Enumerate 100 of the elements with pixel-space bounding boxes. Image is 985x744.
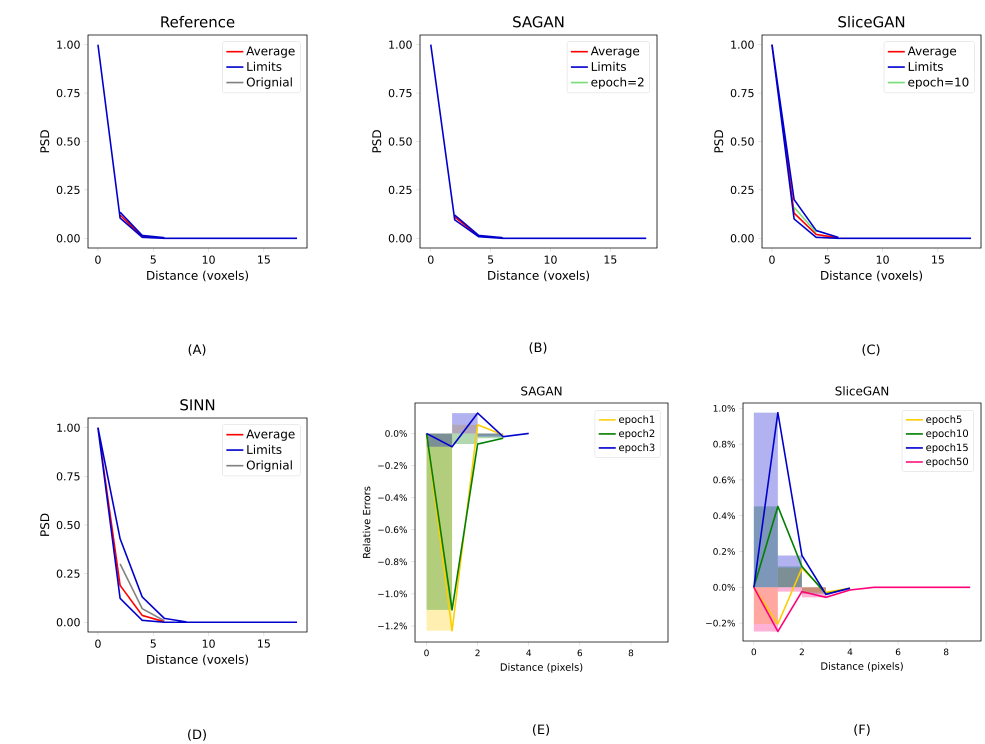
y-tick-label: 1.00: [731, 40, 754, 49]
y-tick-label: 0.75: [56, 88, 80, 98]
x-tick-label: 0: [95, 640, 101, 648]
x-tick-label: 6: [578, 650, 582, 656]
legend-label: Limits: [247, 444, 282, 454]
text: (E): [532, 724, 550, 736]
chart-title: SAGAN: [513, 16, 564, 28]
chart-title: SliceGAN: [836, 386, 888, 396]
y-axis-title: PSD: [714, 130, 724, 152]
legend-label: Average: [908, 46, 956, 58]
legend-label: Average: [590, 46, 640, 58]
x-tick-label: 5: [488, 256, 494, 264]
legend-label: epoch=10: [908, 77, 968, 89]
legend-label: Limits: [247, 62, 282, 72]
y-tick-label: 1.0%: [714, 404, 735, 412]
y-tick-label: −1.0%: [378, 590, 407, 598]
y-tick-label: 0.75: [730, 88, 754, 98]
legend-label: Limits: [592, 62, 626, 72]
y-tick-label: −0.8%: [378, 558, 407, 566]
y-tick-label: 0.25: [388, 186, 412, 194]
x-tick-label: 10: [544, 256, 557, 264]
y-axis-title: PSD: [40, 514, 50, 536]
x-tick-label: 5: [150, 640, 156, 648]
y-tick-label: 0.6%: [713, 476, 735, 484]
x-tick-label: 8: [944, 648, 948, 656]
y-tick-label: −0.6%: [378, 526, 407, 534]
x-tick-label: 0: [769, 256, 775, 264]
text: (A): [188, 344, 206, 356]
x-tick-label: 5: [824, 256, 830, 264]
y-tick-label: 0.25: [56, 186, 80, 194]
y-tick-label: 0.50: [388, 137, 412, 146]
y-tick-label: 0.00: [730, 234, 754, 242]
x-tick-label: 15: [258, 256, 270, 264]
y-tick-label: 0.50: [56, 520, 80, 530]
x-tick-label: 4: [848, 648, 852, 656]
x-tick-label: 0: [752, 648, 756, 656]
x-axis-title: Distance (voxels): [821, 270, 922, 282]
y-tick-label: 0.00: [56, 234, 80, 242]
x-tick-label: 2: [800, 648, 804, 656]
y-tick-label: 1.00: [57, 424, 80, 432]
y-tick-label: 0.25: [730, 186, 754, 194]
chart-title: SINN: [180, 399, 214, 410]
text: (F): [854, 724, 870, 736]
x-tick-label: 4: [526, 650, 532, 656]
x-tick-label: 5: [150, 256, 156, 264]
x-tick-label: 8: [628, 650, 634, 656]
y-axis-title: PSD: [40, 130, 50, 152]
y-tick-label: 0.00: [56, 618, 80, 626]
y-tick-label: 0.0%: [385, 430, 407, 437]
x-axis-title: Distance (pixels): [500, 663, 582, 673]
y-tick-label: 0.4%: [713, 512, 735, 520]
legend-label: epoch15: [926, 443, 968, 454]
x-tick-label: 2: [475, 650, 480, 656]
text: (D): [188, 729, 206, 741]
y-tick-label: −1.2%: [378, 622, 407, 630]
x-axis-title: Distance (pixels): [821, 662, 903, 672]
x-tick-label: 15: [932, 256, 944, 264]
legend-label: epoch3: [619, 443, 654, 454]
y-tick-label: −0.2%: [706, 620, 735, 626]
y-tick-label: 0.00: [388, 234, 412, 242]
y-tick-label: 0.75: [388, 88, 412, 98]
x-tick-label: 10: [202, 256, 215, 264]
x-tick-label: 6: [896, 648, 900, 656]
x-axis-title: Distance (voxels): [147, 654, 248, 666]
legend-label: Orignial: [246, 77, 292, 89]
legend-label: epoch=2: [591, 77, 644, 89]
x-tick-label: 15: [258, 640, 270, 648]
y-tick-label: 0.75: [56, 472, 80, 480]
legend-label: epoch5: [926, 415, 962, 425]
y-tick-label: 0.50: [56, 137, 80, 146]
x-axis-title: Distance (voxels): [488, 270, 590, 282]
legend-label: Average: [246, 430, 295, 441]
y-tick-label: 1.00: [389, 40, 412, 49]
y-axis-title: Relative Errors: [362, 486, 370, 558]
text: (B): [530, 342, 546, 354]
chart-title: Reference: [161, 16, 234, 28]
y-tick-label: 1.00: [57, 40, 80, 49]
x-tick-label: 0: [428, 256, 434, 264]
y-tick-label: 0.50: [730, 137, 754, 146]
text: (C): [862, 344, 880, 356]
chart-title: SliceGAN: [838, 16, 904, 28]
x-tick-label: 0: [424, 650, 429, 656]
chart-title: SAGAN: [521, 386, 562, 396]
y-tick-label: −0.4%: [378, 494, 407, 502]
legend-label: Average: [246, 46, 295, 58]
y-tick-label: 0.0%: [713, 584, 735, 591]
x-tick-label: 10: [876, 256, 889, 264]
x-axis-title: Distance (voxels): [147, 270, 248, 282]
y-tick-label: 0.8%: [713, 440, 735, 448]
legend-label: epoch2: [619, 429, 654, 440]
y-tick-label: 0.2%: [713, 548, 735, 555]
legend-label: Limits: [908, 62, 943, 72]
legend-label: epoch50: [926, 457, 968, 468]
legend-label: epoch1: [619, 415, 654, 425]
legend-label: epoch10: [926, 429, 968, 440]
y-axis-title: PSD: [372, 130, 382, 152]
x-tick-label: 15: [604, 256, 616, 264]
x-tick-label: 0: [95, 256, 101, 264]
y-tick-label: −0.2%: [378, 462, 407, 469]
x-tick-label: 10: [202, 640, 215, 648]
